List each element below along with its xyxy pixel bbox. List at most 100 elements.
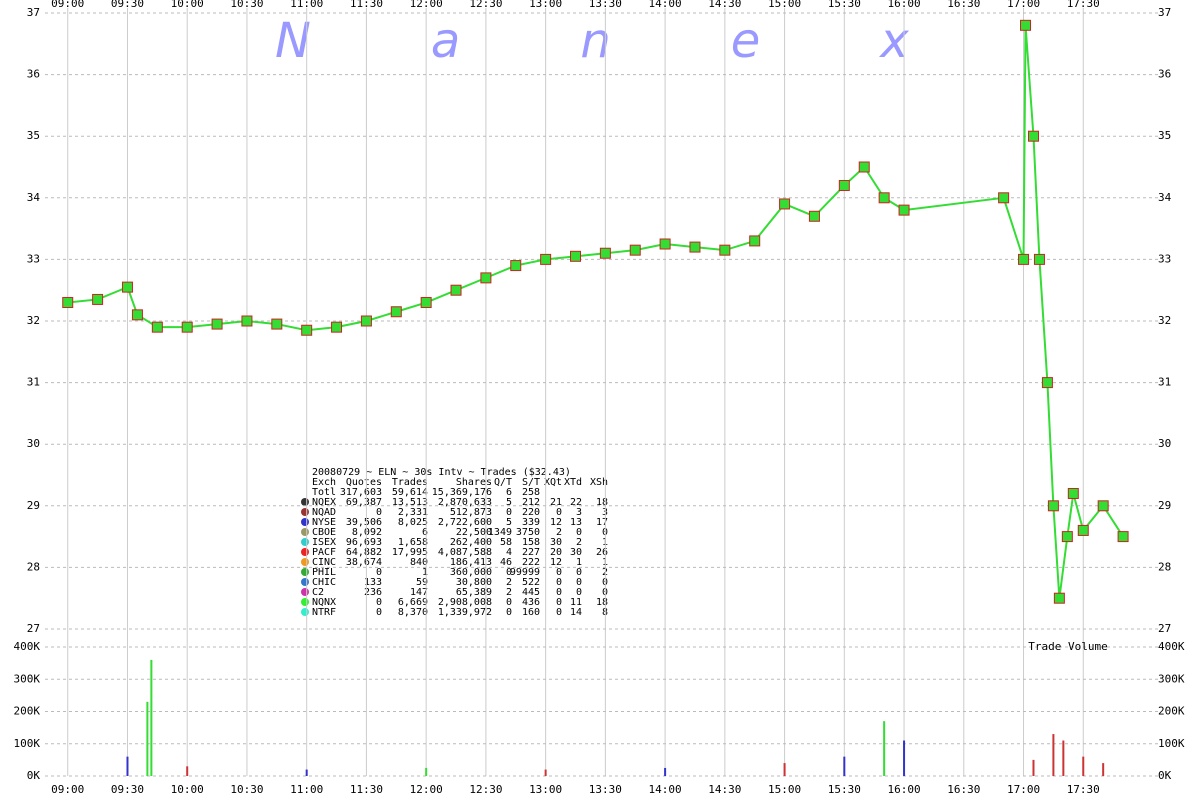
table-cell: 2,908,008 [438,597,492,608]
x-tick-label: 14:30 [708,0,741,10]
table-cell: 1,658 [398,537,428,548]
x-tick-label: 14:00 [649,783,682,796]
y-tick-label: 35 [27,129,40,142]
table-cell: 0 [576,567,582,578]
x-tick-label: 11:00 [290,783,323,796]
table-cell: 522 [522,577,540,588]
table-cell: 96,693 [346,537,382,548]
x-tick-label: 13:00 [529,0,562,10]
x-tick-label: 10:30 [230,0,263,10]
table-cell: NQNX [312,597,336,608]
x-tick-label: 11:30 [350,0,383,10]
volume-bar [1082,756,1085,776]
x-tick-label: 12:00 [410,0,443,10]
table-cell: 0 [376,597,382,608]
table-cell: 17 [596,517,608,528]
x-tick-label: 14:00 [649,0,682,10]
y-tick-label: 35 [1158,129,1171,142]
y-tick-label: 37 [27,6,40,19]
y-tick-label: 36 [1158,68,1171,81]
volume-bar [843,756,846,776]
table-cell: 1 [576,557,582,568]
trade-marker [121,281,133,293]
table-cell: NQEX [312,497,336,508]
trade-marker [1077,524,1089,536]
table-cell: 0 [556,607,562,618]
table-cell: 0 [376,507,382,518]
table-cell: 65,389 [456,587,492,598]
table-cell: 317,603 [340,487,382,498]
x-tick-label: 09:00 [51,783,84,796]
legend-marker [301,608,309,616]
trade-marker [878,192,890,204]
x-tick-label: 15:00 [768,783,801,796]
table-cell: 22 [570,497,582,508]
table-header: Trades [392,477,428,488]
trade-marker [1041,377,1053,389]
trade-marker [599,247,611,259]
y-tick-label: 37 [1158,6,1171,19]
table-cell: 2 [506,587,512,598]
x-tick-label: 17:00 [1007,0,1040,10]
table-cell: 38,674 [346,557,382,568]
trade-marker [331,321,343,333]
legend-marker [301,558,309,566]
y-tick-label: 30 [1158,437,1171,450]
trade-marker [749,235,761,247]
y-tick-label: 28 [1158,560,1171,573]
table-cell: 158 [522,537,540,548]
trade-marker [420,297,432,309]
table-cell: 1,339,972 [438,607,492,618]
table-cell: 0 [556,597,562,608]
trade-marker [1018,253,1030,265]
table-cell: 46 [500,557,512,568]
x-tick-label: 13:30 [589,0,622,10]
legend-marker [301,578,309,586]
trade-marker [998,192,1010,204]
trade-marker [1067,487,1079,499]
table-header: Quotes [346,477,382,488]
legend-marker [301,498,309,506]
trade-marker [629,244,641,256]
y-tick-label: 300K [14,672,41,685]
trade-marker [1027,130,1039,142]
table-cell: 1349 [488,527,512,538]
table-cell: CHIC [312,577,336,588]
table-header: Shares [456,477,492,488]
x-tick-label: 12:30 [469,0,502,10]
y-tick-label: 34 [1158,191,1172,204]
x-tick-label: 15:30 [828,0,861,10]
legend-marker [301,518,309,526]
x-tick-label: 15:00 [768,0,801,10]
trade-marker [301,324,313,336]
volume-bar [1102,763,1105,776]
x-tick-label: 13:00 [529,783,562,796]
table-cell: 3 [576,507,582,518]
table-cell: 0 [556,577,562,588]
table-cell: 222 [522,557,540,568]
table-cell: 360,000 [450,567,492,578]
table-cell: 227 [522,547,540,558]
y-tick-label: 34 [27,191,41,204]
table-cell: 58 [500,537,512,548]
table-cell: 17,995 [392,547,428,558]
trade-marker [151,321,163,333]
y-tick-label: 400K [1158,640,1185,653]
table-cell: 4 [506,547,512,558]
table-cell: 21 [550,497,562,508]
legend-marker [301,528,309,536]
trade-marker [1047,500,1059,512]
volume-bar [883,721,886,776]
table-cell: 2,722,600 [438,517,492,528]
table-cell: 160 [522,607,540,618]
volume-bar [126,756,129,776]
trade-marker [92,293,104,305]
volume-bar [903,740,906,776]
table-cell: 30 [570,547,582,558]
volume-bar [150,659,153,776]
y-tick-label: 29 [1158,499,1171,512]
y-tick-label: 200K [1158,705,1185,718]
x-tick-label: 17:30 [1067,783,1100,796]
table-cell: 8,025 [398,517,428,528]
